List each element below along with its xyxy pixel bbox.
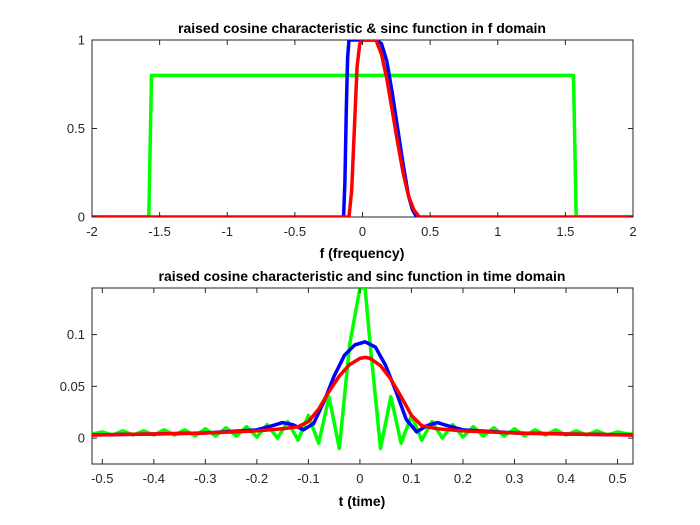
bottom-plot-area (91, 287, 634, 465)
frequency-domain-axes: raised cosine characteristic & sinc func… (67, 20, 637, 261)
top-x-tick-label: -2 (86, 224, 98, 239)
bottom-x-tick-label: 0 (356, 471, 363, 486)
top-chart-title: raised cosine characteristic & sinc func… (178, 20, 546, 36)
top-x-tick-label: 1 (494, 224, 501, 239)
bottom-x-tick-label: 0.5 (609, 471, 627, 486)
bottom-x-tick-label: -0.1 (297, 471, 319, 486)
top-x-tick-label: 2 (629, 224, 636, 239)
top-x-tick-label: 0.5 (421, 224, 439, 239)
bottom-chart-title: raised cosine characteristic and sinc fu… (159, 268, 566, 284)
bottom-x-ticks: -0.5 -0.4 -0.3 -0.2 -0.1 0 0.1 0.2 0.3 0.4 0.5 (91, 288, 627, 486)
bottom-y-tick-label: 0.05 (60, 379, 85, 394)
bottom-y-tick-label: 0 (78, 431, 85, 446)
top-y-tick-label: 0.5 (67, 121, 85, 136)
top-x-tick-label: 1.5 (556, 224, 574, 239)
bottom-x-tick-label: 0.3 (505, 471, 523, 486)
bottom-series-line-2 (92, 340, 633, 437)
top-y-tick-label: 1 (78, 33, 85, 48)
top-x-tick-label: -1 (221, 224, 233, 239)
top-x-tick-label: -1.5 (148, 224, 170, 239)
bottom-x-tick-label: 0.1 (402, 471, 420, 486)
bottom-x-tick-label: -0.2 (246, 471, 268, 486)
bottom-x-tick-label: -0.3 (194, 471, 216, 486)
time-domain-axes: raised cosine characteristic and sinc fu… (60, 268, 634, 509)
top-series-group (92, 40, 633, 217)
bottom-x-tick-label: -0.4 (143, 471, 165, 486)
top-y-tick-label: 0 (78, 210, 85, 225)
top-x-tick-label: 0 (359, 224, 366, 239)
top-x-axis-label: f (frequency) (320, 245, 405, 261)
bottom-x-tick-label: 0.2 (454, 471, 472, 486)
top-x-ticks: -2 -1.5 -1 -0.5 0 0.5 1 1.5 2 (86, 40, 637, 239)
top-plot-area (91, 39, 634, 218)
bottom-y-tick-label: 0.1 (67, 327, 85, 342)
bottom-y-ticks: 0 0.05 0.1 (60, 327, 633, 446)
top-x-tick-label: -0.5 (284, 224, 306, 239)
bottom-x-axis-label: t (time) (339, 493, 386, 509)
bottom-x-tick-label: 0.4 (557, 471, 575, 486)
bottom-series-group (92, 288, 633, 451)
top-y-ticks: 00.51 (67, 33, 633, 225)
bottom-series-line-3 (92, 355, 633, 437)
bottom-x-tick-label: -0.5 (91, 471, 113, 486)
top-series-line-3 (92, 40, 633, 217)
top-series-line-1 (92, 73, 633, 217)
